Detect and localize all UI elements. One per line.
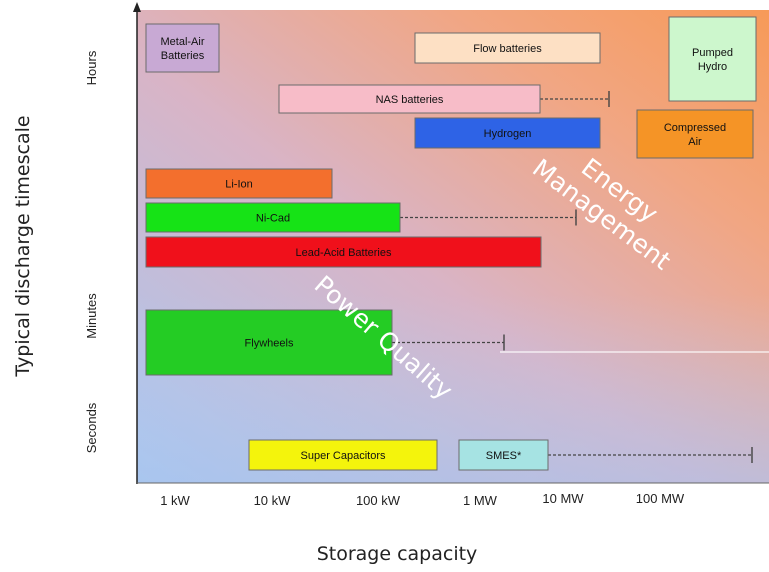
metal-air-batteries-label-line2: Batteries xyxy=(161,50,205,62)
pumped-hydro-label: Pumped xyxy=(692,47,733,59)
hydrogen-label: Hydrogen xyxy=(484,128,532,140)
li-ion-bar xyxy=(145,168,333,199)
x-tick-10mw: 10 MW xyxy=(542,491,584,506)
compressed-air-label: Compressed xyxy=(664,122,726,134)
flywheels-bar xyxy=(145,309,393,376)
metal-air-batteries-label: Metal-Air xyxy=(160,36,204,48)
x-axis-title: Storage capacity xyxy=(317,543,478,565)
y-tick-seconds: Seconds xyxy=(84,402,99,453)
lead-acid-batteries-label: Lead-Acid Batteries xyxy=(296,247,392,259)
super-capacitors-bar xyxy=(248,439,438,471)
pumped-hydro-label-line2: Hydro xyxy=(698,61,727,73)
compressed-air-label-line2: Air xyxy=(688,136,702,148)
x-tick-1mw: 1 MW xyxy=(463,493,498,508)
pumped-hydro-bar xyxy=(668,16,757,102)
ni-cad-label: Ni-Cad xyxy=(256,213,290,225)
y-axis-title: Typical discharge timescale xyxy=(12,115,34,377)
y-tick-minutes: Minutes xyxy=(84,293,99,339)
x-tick-100mw: 100 MW xyxy=(636,491,685,506)
lead-acid-batteries-bar xyxy=(145,236,542,268)
nas-batteries-label: NAS batteries xyxy=(376,94,444,106)
ni-cad-bar xyxy=(145,202,401,233)
x-tick-10kw: 10 kW xyxy=(254,493,292,508)
flow-batteries-label: Flow batteries xyxy=(473,43,542,55)
x-tick-100kw: 100 kW xyxy=(356,493,401,508)
metal-air-batteries-bar xyxy=(145,23,220,73)
smes-label: SMES* xyxy=(486,450,522,462)
smes-bar xyxy=(458,439,549,471)
flywheels-label: Flywheels xyxy=(245,338,294,350)
x-tick-1kw: 1 kW xyxy=(160,493,190,508)
super-capacitors-label: Super Capacitors xyxy=(301,450,386,462)
y-axis-arrow xyxy=(133,2,141,12)
y-tick-hours: Hours xyxy=(84,50,99,85)
technology-bars: Metal-Air Batteries Flow batteries Pumped Hy… xyxy=(145,16,757,471)
nas-batteries-bar xyxy=(278,84,541,114)
li-ion-label: Li-Ion xyxy=(225,179,253,191)
hydrogen-bar xyxy=(414,117,601,149)
flow-batteries-bar xyxy=(414,32,601,64)
compressed-air-bar xyxy=(636,109,754,159)
